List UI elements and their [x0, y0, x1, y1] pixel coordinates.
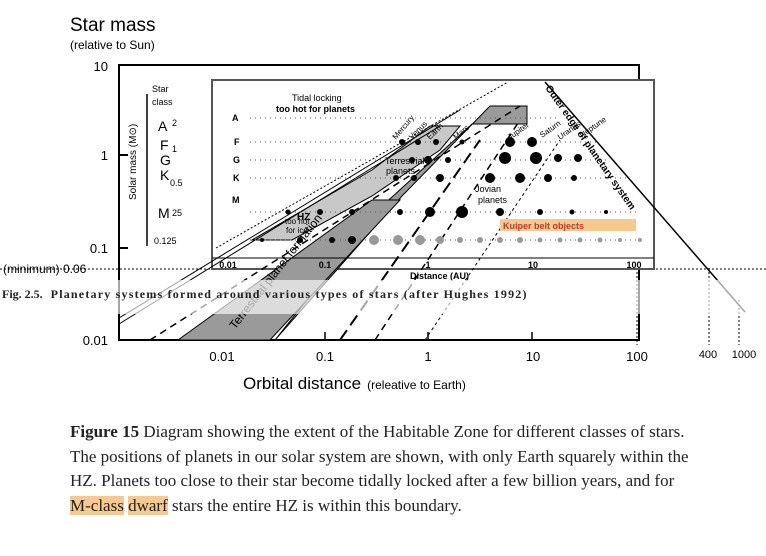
x-tick-400: 400	[699, 349, 717, 361]
habitable-zone-figure: Star mass (relative to Sun) 10 1 0.1 0.0…	[0, 15, 766, 393]
highlight-dwarf: dwarf	[128, 495, 168, 515]
inset-x-ticks: 0.01 0.1 1 10 100	[219, 260, 641, 270]
kuiper-highlight	[500, 219, 636, 231]
svg-text:1: 1	[425, 260, 430, 270]
hz-label: HZ	[297, 212, 310, 223]
x-tick-10: 10	[526, 349, 540, 364]
inset-planet-dots	[260, 137, 608, 244]
kuiper-belt-label: Kuiper belt objects	[503, 221, 584, 231]
too-hot-ice-label: too hot for ice	[285, 217, 310, 235]
figure-title: Star mass	[70, 15, 156, 36]
inset-caption: Fig. 2.5. Planetary systems formed around…	[2, 287, 528, 301]
caption-text-1: Diagram showing the extent of the Habita…	[70, 422, 689, 490]
class-f: F	[160, 137, 169, 153]
svg-text:A: A	[232, 113, 239, 123]
highlight-m-class: M-class	[70, 495, 124, 515]
y-tick-1: 1	[101, 148, 108, 163]
svg-text:F: F	[234, 137, 240, 147]
figure-caption: Figure 15 Diagram showing the extent of …	[70, 420, 690, 518]
inset-row-letters: A F G K M	[232, 113, 240, 205]
svg-text:0.01: 0.01	[219, 260, 237, 270]
mass-tick-25: 25	[172, 208, 182, 218]
x-tick-1: 1	[424, 349, 431, 364]
caption-label: Figure 15	[70, 422, 140, 441]
x-axis-label: Orbital distance (releative to Earth)	[243, 374, 466, 393]
hz-band	[250, 125, 462, 241]
class-k: K	[160, 167, 170, 183]
x-tick-0-1: 0.1	[316, 349, 334, 364]
y-tick-10: 10	[94, 59, 108, 74]
class-a: A	[158, 118, 168, 134]
tidal-locking-label: Tidal locking too hot for planets	[276, 93, 355, 114]
y-tick-0-1: 0.1	[90, 241, 108, 256]
inset-grey-dots	[369, 235, 642, 245]
class-m: M	[158, 205, 170, 221]
svg-text:M: M	[232, 195, 240, 205]
mass-tick-1: 1	[172, 144, 177, 154]
terrestrial-planets-label: Terrestrial planets	[385, 156, 425, 176]
x-tick-0-01: 0.01	[209, 349, 234, 364]
class-g: G	[160, 152, 171, 168]
y-tick-0-01: 0.01	[83, 333, 108, 348]
inset-x-label: Distance (AU)	[410, 271, 469, 281]
x-tick-1000: 1000	[732, 349, 756, 361]
jovian-planets-label: Jovian planets	[475, 184, 508, 205]
figure-title-sub: (relative to Sun)	[70, 38, 155, 52]
svg-text:0.1: 0.1	[319, 260, 332, 270]
inset-caption-bg	[0, 280, 766, 314]
mass-tick-0-125: 0.125	[154, 236, 177, 246]
mass-tick-2: 2	[172, 118, 177, 128]
caption-text-2: stars the entire HZ is within this bound…	[167, 495, 462, 515]
svg-text:10: 10	[528, 260, 538, 270]
inset-star-class-label: Star class	[152, 84, 173, 107]
minimum-label: (minimum) 0.06	[3, 262, 87, 276]
svg-text:K: K	[233, 173, 240, 183]
svg-text:100: 100	[626, 260, 641, 270]
svg-text:G: G	[233, 155, 240, 165]
inset-solar-mass-label: Solar mass (M⊙)	[128, 124, 139, 200]
mass-tick-0-5: 0.5	[170, 178, 183, 188]
y-axis-ticks	[119, 154, 128, 249]
x-tick-100: 100	[626, 349, 648, 364]
